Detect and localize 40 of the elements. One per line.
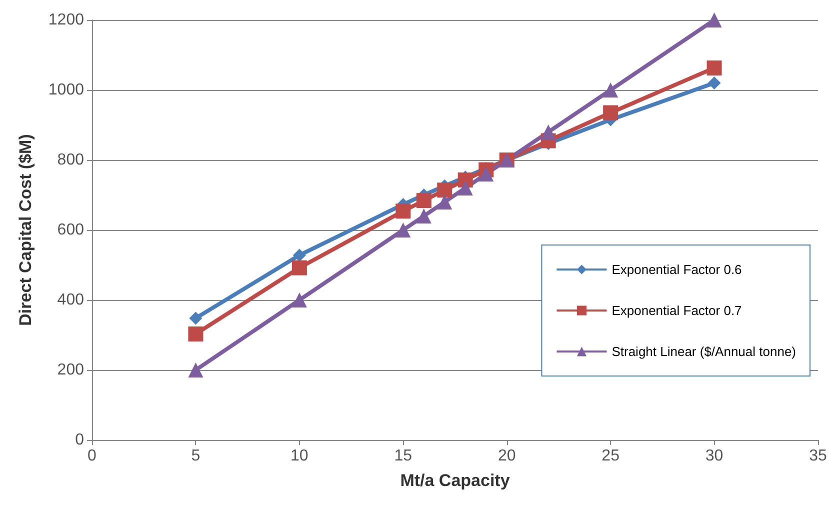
y-tick-label: 0 <box>75 432 84 448</box>
point <box>708 76 721 90</box>
point <box>437 182 452 198</box>
x-tick-label: 10 <box>290 448 308 464</box>
point <box>437 194 452 210</box>
point <box>478 166 494 182</box>
point <box>396 222 411 238</box>
point <box>188 326 204 342</box>
point <box>292 260 307 276</box>
point <box>292 292 307 308</box>
x-tick-label: 20 <box>498 448 516 464</box>
x-tick-label: 25 <box>602 448 620 464</box>
legend-label: Exponential Factor 0.7 <box>612 303 742 318</box>
point <box>292 248 306 262</box>
point <box>416 208 432 224</box>
point <box>706 12 722 28</box>
y-tick-label: 600 <box>57 222 84 238</box>
point <box>396 204 411 219</box>
x-tick-label: 15 <box>394 448 412 464</box>
y-axis-title: Direct Capital Cost ($M) <box>16 134 35 326</box>
x-tick-label: 30 <box>705 448 724 464</box>
y-tick-label: 200 <box>57 362 84 378</box>
x-tick-label: 5 <box>191 448 200 464</box>
x-axis-title: Mt/a Capacity <box>400 471 510 490</box>
y-tick-label: 1200 <box>48 12 84 28</box>
point <box>603 105 618 120</box>
x-tick-label: 0 <box>88 448 97 464</box>
y-tick-label: 1000 <box>48 82 84 98</box>
x-tick-label: 35 <box>809 448 827 464</box>
y-tick-label: 400 <box>57 292 84 308</box>
point <box>189 312 202 325</box>
point <box>188 362 204 378</box>
y-tick-label: 800 <box>57 152 84 168</box>
point <box>603 82 618 98</box>
point <box>706 60 722 76</box>
point <box>540 124 556 140</box>
legend-label: Exponential Factor 0.6 <box>612 262 742 277</box>
point <box>458 180 473 196</box>
point <box>416 193 432 208</box>
legend-label: Straight Linear ($/Annual tonne) <box>612 344 796 359</box>
